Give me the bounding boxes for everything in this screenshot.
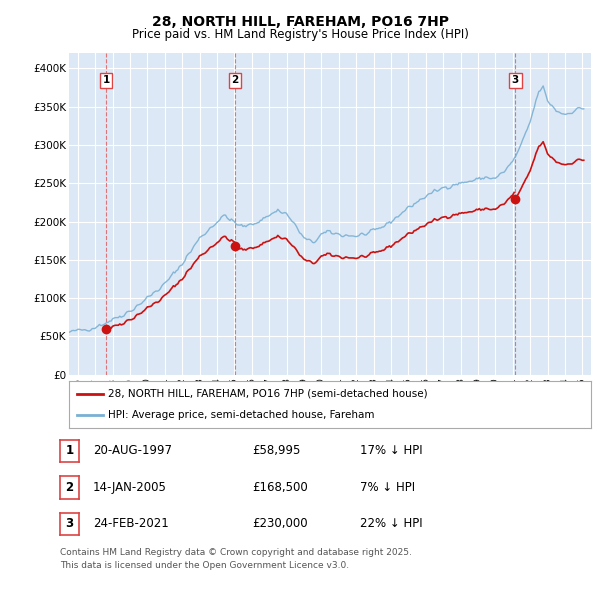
Text: £58,995: £58,995 (252, 444, 301, 457)
Text: This data is licensed under the Open Government Licence v3.0.: This data is licensed under the Open Gov… (60, 561, 349, 570)
Text: 3: 3 (65, 517, 74, 530)
Text: 1: 1 (103, 76, 110, 86)
Text: Price paid vs. HM Land Registry's House Price Index (HPI): Price paid vs. HM Land Registry's House … (131, 28, 469, 41)
Text: Contains HM Land Registry data © Crown copyright and database right 2025.: Contains HM Land Registry data © Crown c… (60, 548, 412, 557)
Text: HPI: Average price, semi-detached house, Fareham: HPI: Average price, semi-detached house,… (108, 409, 374, 419)
Text: 24-FEB-2021: 24-FEB-2021 (93, 517, 169, 530)
Text: 17% ↓ HPI: 17% ↓ HPI (360, 444, 422, 457)
Text: 22% ↓ HPI: 22% ↓ HPI (360, 517, 422, 530)
Text: 20-AUG-1997: 20-AUG-1997 (93, 444, 172, 457)
Text: 28, NORTH HILL, FAREHAM, PO16 7HP: 28, NORTH HILL, FAREHAM, PO16 7HP (151, 15, 449, 29)
Text: 14-JAN-2005: 14-JAN-2005 (93, 481, 167, 494)
Text: £168,500: £168,500 (252, 481, 308, 494)
Text: 1: 1 (65, 444, 74, 457)
Text: 7% ↓ HPI: 7% ↓ HPI (360, 481, 415, 494)
Text: 2: 2 (232, 76, 239, 86)
Text: £230,000: £230,000 (252, 517, 308, 530)
Text: 3: 3 (512, 76, 519, 86)
Text: 28, NORTH HILL, FAREHAM, PO16 7HP (semi-detached house): 28, NORTH HILL, FAREHAM, PO16 7HP (semi-… (108, 389, 428, 399)
Text: 2: 2 (65, 481, 74, 494)
